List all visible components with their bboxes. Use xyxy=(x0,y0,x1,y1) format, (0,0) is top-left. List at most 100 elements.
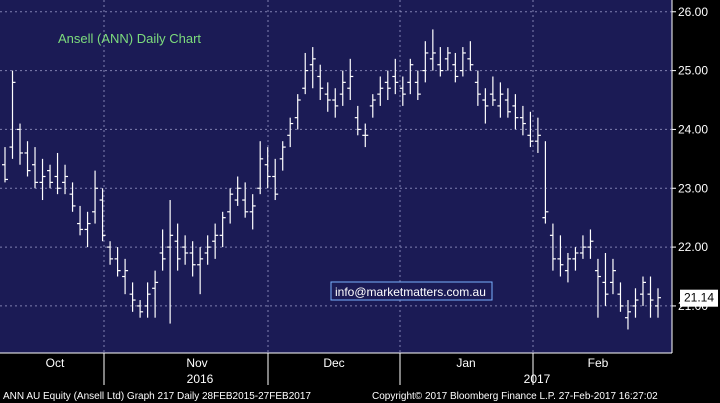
ohlc-bar xyxy=(129,282,136,312)
footer-bar xyxy=(0,387,720,403)
watermark-frame xyxy=(330,281,493,301)
footer-copyright: Copyright© 2017 Bloomberg Finance L.P. 2… xyxy=(372,391,658,402)
ohlc-bar xyxy=(302,52,309,95)
watermark-box: info@marketmatters.com.au xyxy=(330,281,493,301)
ohlc-bar xyxy=(392,58,399,95)
ohlc-bar xyxy=(489,76,496,106)
ohlc-bar xyxy=(152,270,159,318)
chart-title: Ansell (ANN) Daily Chart xyxy=(58,31,201,46)
ohlc-bar xyxy=(249,194,256,230)
ohlc-bar xyxy=(527,111,534,148)
ohlc-bar xyxy=(62,164,69,195)
x-year-label: 2016 xyxy=(187,372,214,386)
ohlc-bar xyxy=(9,70,16,159)
y-tick-label: 25.00 xyxy=(678,64,708,78)
ohlc-bar xyxy=(264,147,271,189)
ohlc-bar xyxy=(407,58,414,95)
ohlc-bar xyxy=(512,94,519,130)
ohlc-bar xyxy=(204,235,211,265)
x-month-label: Jan xyxy=(456,356,475,370)
ohlc-bar xyxy=(557,235,564,277)
ohlc-bar xyxy=(39,158,46,201)
ohlc-bar xyxy=(384,70,391,101)
ohlc-bar xyxy=(422,41,429,83)
ohlc-bar xyxy=(579,235,586,259)
x-month-label: Nov xyxy=(186,356,207,370)
ohlc-bar xyxy=(437,47,444,77)
ohlc-bar xyxy=(594,258,601,318)
ohlc-bar xyxy=(77,205,84,236)
ohlc-bar xyxy=(99,188,106,242)
ohlc-bar xyxy=(647,276,654,318)
ohlc-bar xyxy=(497,82,504,118)
ohlc-bar xyxy=(17,123,24,165)
ohlc-bar xyxy=(197,247,204,295)
ohlc-bar xyxy=(24,141,31,177)
y-tick-label: 22.00 xyxy=(678,240,708,254)
ohlc-bar xyxy=(429,29,436,71)
ohlc-bar xyxy=(32,147,39,189)
x-year-label: 2017 xyxy=(524,372,551,386)
ohlc-bar xyxy=(2,147,8,183)
ohlc-bar xyxy=(452,52,459,83)
ohlc-bar xyxy=(174,223,181,271)
ohlc-bar xyxy=(459,47,466,77)
ohlc-bar xyxy=(144,282,151,318)
ohlc-bar xyxy=(227,188,234,224)
ohlc-bar xyxy=(219,211,226,248)
ohlc-bar xyxy=(234,176,241,206)
ohlc-bar xyxy=(504,88,511,118)
x-month-label: Feb xyxy=(588,356,609,370)
ohlc-bar xyxy=(332,88,339,118)
ohlc-bar xyxy=(549,223,556,271)
footer-security: ANN AU Equity (Ansell Ltd) Graph 217 Dai… xyxy=(3,391,311,402)
y-tick-label: 24.00 xyxy=(678,122,708,136)
ohlc-bar xyxy=(159,229,166,271)
ohlc-bar xyxy=(339,70,346,106)
ohlc-bar xyxy=(167,200,174,324)
ohlc-bar xyxy=(639,276,646,306)
ohlc-bar xyxy=(414,70,421,101)
ohlc-bar xyxy=(114,247,121,277)
ohlc-bar xyxy=(137,300,144,318)
ohlc-bar xyxy=(632,288,639,318)
x-month-label: Oct xyxy=(46,356,65,370)
ohlc-bar xyxy=(54,152,61,195)
ohlc-bar xyxy=(287,117,294,148)
ohlc-bar xyxy=(624,300,631,330)
ohlc-bar xyxy=(317,64,324,101)
ohlc-bar xyxy=(572,247,579,271)
y-tick-label: 23.00 xyxy=(678,181,708,195)
ohlc-bar xyxy=(534,117,541,153)
ohlc-bar xyxy=(354,105,361,136)
last-price-marker: 21.14 xyxy=(680,289,718,307)
ohlc-bar xyxy=(212,223,219,259)
last-price-label: 21.14 xyxy=(684,291,714,305)
ohlc-bar xyxy=(602,252,609,306)
last-price-box xyxy=(680,289,718,307)
ohlc-bar xyxy=(272,158,279,201)
ohlc-bar xyxy=(92,170,99,224)
y-tick-label: 26.00 xyxy=(678,5,708,19)
ohlc-bar xyxy=(122,258,129,295)
ohlc-bar xyxy=(617,282,624,312)
ohlc-bar xyxy=(242,182,249,218)
ohlc-bar xyxy=(564,252,571,283)
ohlc-bar xyxy=(369,94,376,118)
ohlc-bar xyxy=(467,41,474,71)
ohlc-bar xyxy=(279,141,286,171)
ohlc-bar xyxy=(609,258,616,295)
footer: ANN AU Equity (Ansell Ltd) Graph 217 Dai… xyxy=(0,387,720,403)
ohlc-bar xyxy=(519,105,526,136)
ohlc-bar xyxy=(257,141,264,195)
ohlc-bar xyxy=(324,82,331,112)
ohlc-bar xyxy=(587,229,594,259)
ohlc-bar xyxy=(482,88,489,124)
ohlc-bar xyxy=(182,235,189,265)
ohlc-bar xyxy=(362,123,369,148)
ohlc-bar xyxy=(399,76,406,106)
x-month-label: Dec xyxy=(323,356,344,370)
ohlc-bar xyxy=(542,141,549,224)
